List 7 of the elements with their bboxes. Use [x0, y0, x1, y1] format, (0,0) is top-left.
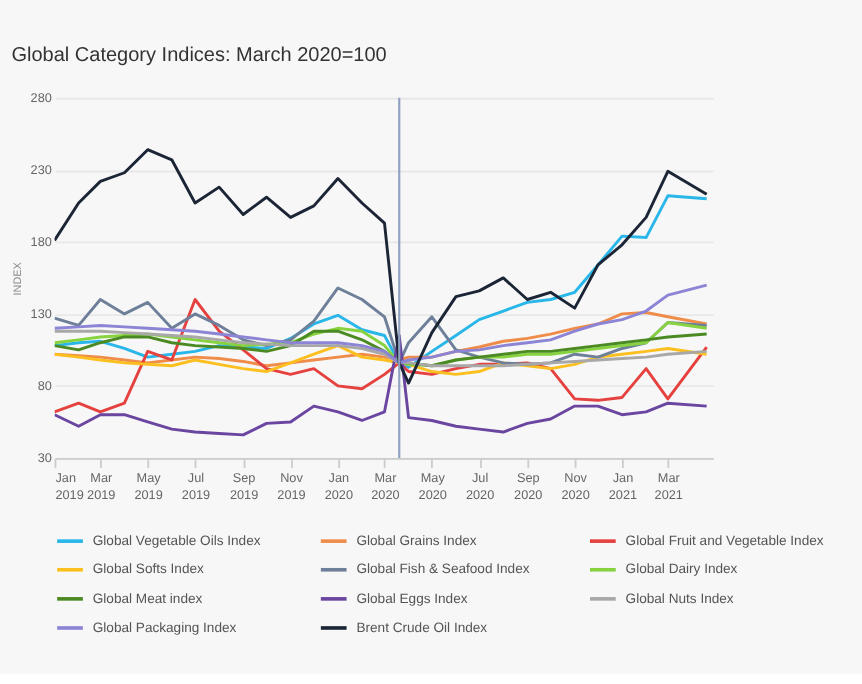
line-series: [54, 329, 709, 368]
line-series: [54, 148, 709, 385]
line-series: [54, 334, 709, 437]
line-series: [54, 194, 709, 369]
line-series: [54, 298, 709, 414]
line-series: [54, 344, 709, 376]
chart-title: Global Category Indices: March 2020=100: [11, 45, 388, 68]
